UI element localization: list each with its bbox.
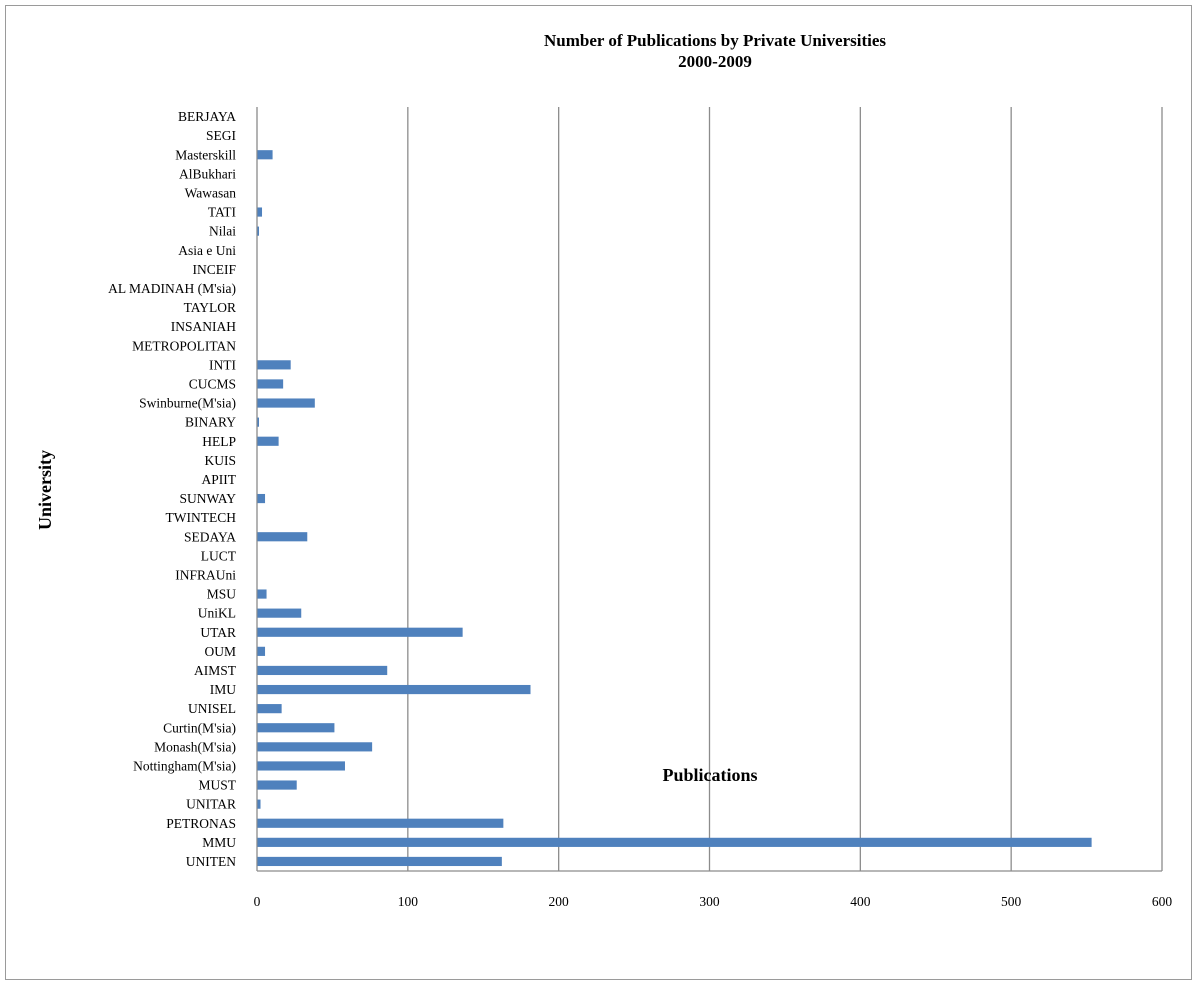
category-label: MUST — [198, 778, 236, 793]
category-label: KUIS — [204, 453, 236, 468]
bar — [257, 379, 284, 389]
category-label: HELP — [202, 434, 236, 449]
x-tick-label: 100 — [398, 894, 419, 909]
bars — [257, 150, 1092, 867]
category-label: BERJAYA — [178, 109, 236, 124]
bar — [257, 608, 302, 618]
bar — [257, 627, 463, 637]
category-label: Wawasan — [185, 185, 237, 200]
category-label: SUNWAY — [179, 491, 236, 506]
category-label: INFRAUni — [175, 567, 236, 582]
bar — [257, 818, 504, 828]
bar — [257, 532, 308, 542]
category-label: SEGI — [206, 128, 237, 143]
category-label: TATI — [208, 205, 237, 220]
category-label: Nilai — [209, 224, 236, 239]
category-label: Monash(M'sia) — [154, 739, 236, 754]
category-label: AL MADINAH (M'sia) — [108, 281, 236, 296]
category-label: PETRONAS — [166, 816, 236, 831]
category-label: UNITEN — [186, 854, 236, 869]
x-tick-label: 200 — [549, 894, 570, 909]
category-label: IMU — [210, 682, 236, 697]
bar — [257, 646, 266, 656]
category-label: TWINTECH — [166, 510, 237, 525]
category-label: INTI — [209, 357, 236, 372]
bar — [257, 493, 266, 504]
category-label: UTAR — [200, 625, 236, 640]
bar — [257, 207, 263, 217]
category-label: SEDAYA — [184, 529, 236, 544]
x-tick-label: 600 — [1152, 894, 1173, 909]
x-tick-labels: 0 100 200 300 400 500 600 — [254, 894, 1173, 909]
category-label: INSANIAH — [171, 319, 236, 334]
category-label: UNITAR — [186, 797, 236, 812]
category-labels: UNITEN MMU PETRONAS UNITAR MUST Nottingham(M'… — [108, 109, 237, 869]
chart-frame — [5, 5, 1192, 980]
bar — [257, 799, 261, 809]
category-label: CUCMS — [189, 376, 236, 391]
y-axis-title: University — [35, 450, 55, 530]
category-label: Swinburne(M'sia) — [139, 396, 236, 411]
bar — [257, 360, 291, 370]
chart-subtitle: 2000-2009 — [678, 52, 752, 71]
bar — [257, 761, 345, 771]
category-label: MSU — [207, 587, 237, 602]
category-label: Curtin(M'sia) — [163, 720, 236, 735]
bar — [257, 742, 373, 752]
bar — [257, 150, 273, 160]
bar — [257, 417, 260, 427]
x-tick-label: 500 — [1001, 894, 1022, 909]
bar — [257, 665, 388, 676]
bar — [257, 589, 267, 599]
category-label: TAYLOR — [184, 300, 236, 315]
gridlines — [256, 107, 1163, 872]
bar — [257, 856, 502, 867]
category-label: AIMST — [194, 663, 237, 678]
category-label: Nottingham(M'sia) — [133, 758, 236, 773]
category-label: BINARY — [185, 415, 236, 430]
bar — [257, 398, 315, 408]
bar — [257, 780, 297, 790]
category-label: AlBukhari — [179, 166, 236, 181]
x-tick-label: 400 — [850, 894, 871, 909]
category-label: LUCT — [201, 548, 237, 563]
chart-title: Number of Publications by Private Univer… — [544, 31, 886, 50]
category-label: Masterskill — [175, 147, 236, 162]
category-label: UNISEL — [188, 701, 236, 716]
category-label: UniKL — [198, 606, 236, 621]
x-tick-label: 300 — [699, 894, 720, 909]
category-label: INCEIF — [193, 262, 237, 277]
category-label: MMU — [202, 835, 236, 850]
bar — [257, 436, 279, 446]
category-label: METROPOLITAN — [132, 338, 236, 353]
bar — [257, 704, 282, 714]
bar — [257, 837, 1092, 847]
bar — [257, 684, 531, 695]
x-tick-label: 0 — [254, 894, 261, 909]
category-label: OUM — [204, 644, 236, 659]
bar — [257, 226, 260, 236]
category-label: APIIT — [202, 472, 237, 487]
bar — [257, 723, 335, 733]
x-axis-title: Publications — [662, 765, 757, 785]
category-label: Asia e Uni — [178, 243, 236, 258]
